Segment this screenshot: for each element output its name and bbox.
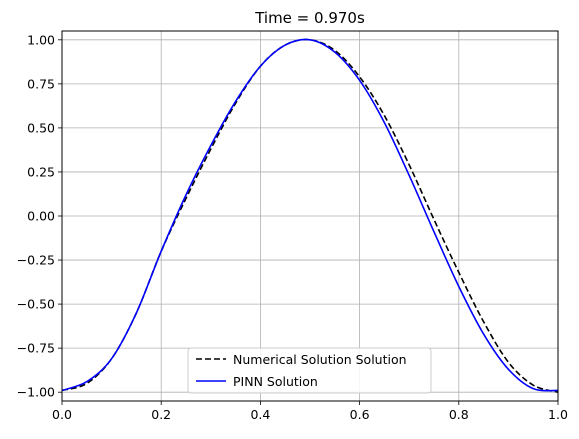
y-tick-label: −1.00 (17, 385, 55, 400)
y-tick-label: −0.50 (17, 297, 55, 312)
y-tick-label: 0.50 (27, 120, 55, 135)
x-tick-label: 0.4 (250, 407, 270, 422)
y-tick-label: 0.25 (27, 164, 55, 179)
series-line-pinn (61, 38, 559, 392)
legend-label-pinn: PINN Solution (233, 374, 318, 389)
legend: Numerical Solution Solution PINN Solutio… (187, 347, 432, 394)
grid (61, 31, 559, 401)
x-tick-label: 1.0 (548, 407, 568, 422)
legend-box (187, 347, 432, 394)
y-tick-label: 0.00 (27, 209, 55, 224)
legend-label-numerical: Numerical Solution Solution (233, 352, 407, 367)
x-tick-label: 0.0 (52, 407, 72, 422)
y-tick-label: 0.75 (27, 76, 55, 91)
y-tick-label: −0.75 (17, 341, 55, 356)
y-tick-label: 1.00 (27, 32, 55, 47)
y-tick-label: −0.25 (17, 253, 55, 268)
chart-title: Time = 0.970s (254, 9, 365, 27)
x-tick-label: 0.6 (350, 407, 370, 422)
axis-ticks: 0.0 0.2 0.4 0.6 0.8 1.0 −1.00 −0.75 −0.50 −0.25 0.… (17, 32, 568, 422)
series-layer (61, 38, 559, 393)
x-tick-label: 0.2 (151, 407, 171, 422)
x-tick-label: 0.8 (449, 407, 469, 422)
